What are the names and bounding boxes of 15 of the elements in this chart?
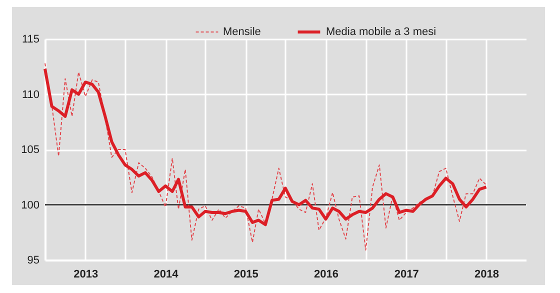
x-tick-label: 2014 [154,268,180,280]
y-tick-label: 115 [22,34,40,46]
x-tick-label: 2016 [314,268,339,280]
y-tick-label: 100 [21,199,40,212]
y-tick-label: 95 [27,254,40,266]
y-tick-label: 110 [22,88,40,101]
x-tick-label: 2013 [74,268,98,280]
legend-label: Mensile [223,26,261,38]
x-tick-label: 2018 [474,268,500,280]
x-tick-label: 2017 [394,268,419,280]
line-series [44,62,487,251]
x-tick-label: 2015 [234,268,258,280]
legend-label: Media mobile a 3 mesi [326,26,436,38]
y-tick-label: 105 [21,144,40,156]
line-series [44,67,488,226]
